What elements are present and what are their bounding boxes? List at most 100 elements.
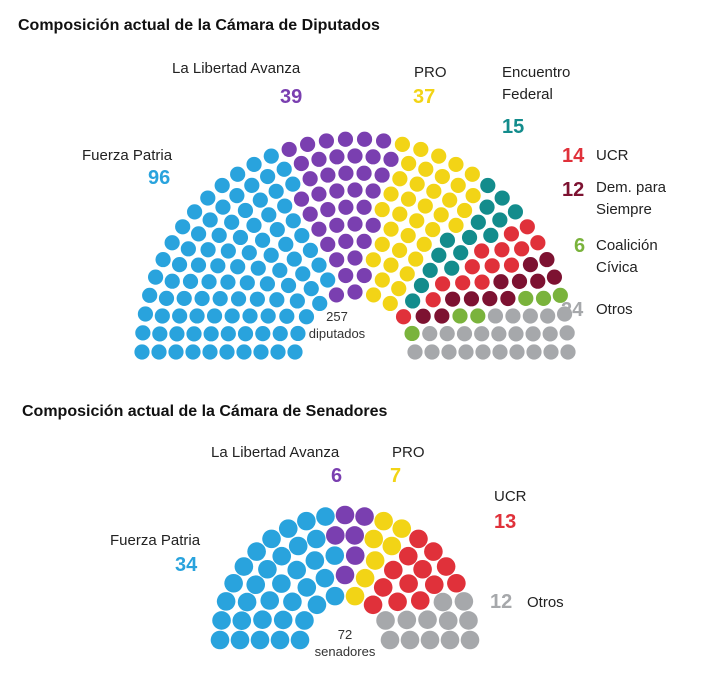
seat	[154, 308, 170, 324]
seat	[365, 551, 385, 570]
seat	[290, 630, 310, 650]
seat	[242, 308, 258, 324]
seat	[474, 326, 490, 342]
seat	[424, 575, 444, 595]
seat	[286, 251, 302, 267]
seat	[397, 610, 417, 630]
seat	[444, 260, 460, 276]
seat	[294, 227, 310, 244]
seat	[263, 148, 279, 164]
seat	[535, 290, 552, 306]
seat	[522, 257, 539, 273]
seat	[345, 526, 364, 545]
seat	[422, 262, 438, 278]
seat	[182, 273, 199, 290]
seat	[335, 505, 355, 525]
seat	[220, 243, 236, 259]
seat	[441, 344, 457, 360]
seat	[297, 578, 317, 597]
party-seats: 15	[502, 116, 525, 138]
party-name: UCR	[494, 488, 527, 505]
seat	[244, 177, 260, 193]
seat	[335, 565, 355, 585]
party-seats: 37	[413, 86, 436, 108]
seat	[293, 155, 309, 172]
seat	[394, 136, 410, 152]
party-name: Dem. para Siempre	[596, 179, 667, 218]
seat	[287, 344, 303, 360]
seat	[530, 273, 546, 289]
seat	[328, 287, 345, 303]
seat	[424, 344, 440, 360]
seat	[355, 507, 374, 526]
seat	[434, 308, 450, 324]
party-seats: 24	[561, 299, 584, 321]
seat	[278, 519, 298, 538]
seat	[194, 290, 210, 307]
seat	[514, 241, 530, 257]
seat	[224, 308, 240, 324]
party-seats: 96	[148, 167, 171, 189]
seat	[356, 267, 372, 284]
seat	[455, 275, 471, 291]
seat	[272, 574, 291, 593]
seat	[442, 192, 458, 208]
seat	[539, 251, 555, 268]
seat	[280, 277, 297, 294]
seat	[269, 221, 285, 238]
seat	[270, 630, 290, 650]
seat	[447, 573, 466, 593]
seat	[258, 559, 277, 579]
seat	[329, 183, 345, 199]
seat	[272, 546, 292, 566]
seat	[315, 568, 335, 588]
party-seats: 12	[490, 591, 513, 613]
seat	[448, 217, 464, 233]
seat	[395, 309, 412, 325]
seat	[135, 325, 151, 341]
seat	[356, 199, 372, 215]
seat	[433, 207, 449, 223]
chart-title: Composición actual de la Cámara de Senad…	[22, 403, 388, 420]
seat	[168, 344, 184, 360]
seat	[475, 344, 491, 360]
seat	[260, 591, 280, 610]
seat	[560, 344, 576, 360]
seat	[212, 291, 228, 307]
seat	[470, 214, 486, 230]
seat	[234, 557, 254, 576]
seat	[491, 326, 507, 342]
seat	[525, 326, 541, 342]
seat	[190, 226, 207, 242]
seat	[356, 131, 373, 147]
seat	[410, 591, 430, 610]
party-name: Encuentro Federal	[502, 64, 571, 103]
seat	[246, 217, 262, 233]
seat	[400, 630, 420, 650]
seat	[400, 227, 416, 244]
seat	[391, 281, 407, 297]
seat	[311, 221, 327, 237]
seat	[230, 291, 247, 307]
seat	[464, 166, 480, 182]
seat	[164, 273, 180, 289]
total-unit: senadores	[314, 644, 376, 659]
seat	[365, 287, 382, 303]
seat	[311, 186, 327, 202]
seat	[200, 190, 216, 206]
seat	[487, 308, 504, 324]
seat	[556, 306, 573, 322]
seat	[493, 274, 509, 290]
seat	[507, 204, 524, 220]
seat	[374, 167, 390, 183]
seat	[479, 199, 495, 215]
seat	[391, 242, 408, 258]
seat	[212, 611, 231, 630]
seat	[316, 507, 335, 526]
seat	[229, 187, 245, 204]
seat	[413, 277, 430, 294]
seat	[164, 235, 180, 251]
party-seats: 14	[562, 145, 585, 167]
seat	[295, 266, 311, 282]
seat	[253, 610, 272, 629]
